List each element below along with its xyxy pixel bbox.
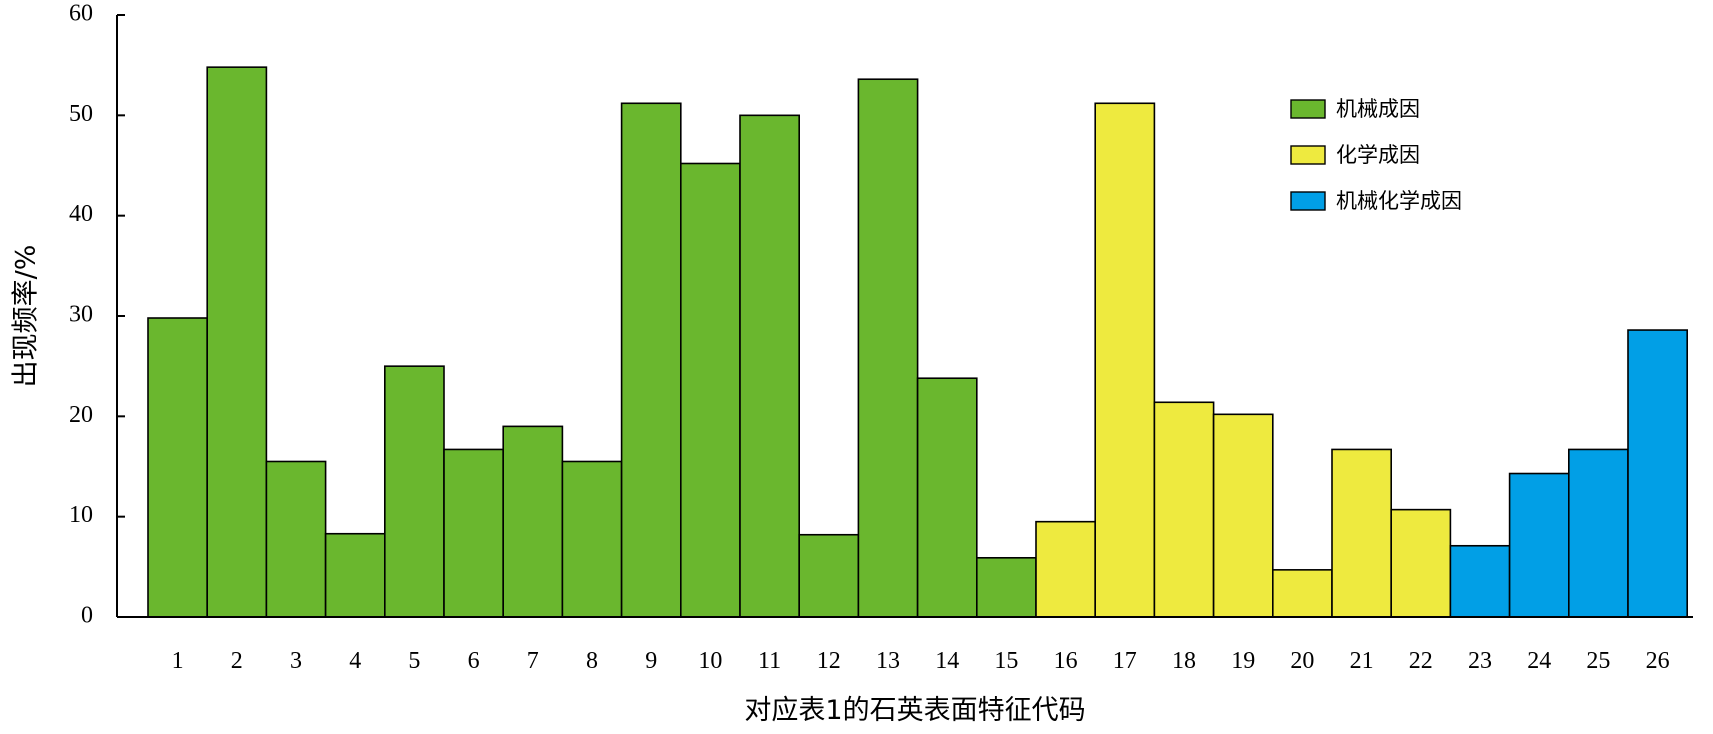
x-tick-label: 23 bbox=[1468, 648, 1492, 674]
x-ticks: 1 2 3 4 5 6 7 8 9 10 11 12 13 14 15 16 17 18 19 20 21 22 23 24 2… bbox=[172, 648, 1670, 674]
bar-22 bbox=[1390, 508, 1452, 618]
bar-14 bbox=[916, 377, 978, 618]
y-axis-title: 出现频率/% bbox=[11, 245, 42, 388]
bar-8 bbox=[561, 460, 623, 618]
x-tick-label: 17 bbox=[1113, 648, 1137, 674]
legend-label: 机械成因 bbox=[1336, 97, 1420, 121]
y-ticks: 0 10 20 30 40 50 60 bbox=[69, 1, 125, 629]
legend-swatch bbox=[1290, 99, 1326, 119]
x-tick-label: 21 bbox=[1350, 648, 1374, 674]
x-tick-label: 26 bbox=[1646, 648, 1670, 674]
bar-24 bbox=[1508, 472, 1570, 618]
bar-12 bbox=[798, 533, 860, 618]
bar-19 bbox=[1212, 413, 1274, 618]
x-tick-label: 22 bbox=[1409, 648, 1433, 674]
bars bbox=[147, 66, 1689, 618]
bar-7 bbox=[502, 425, 564, 618]
x-tick-label: 1 bbox=[172, 648, 184, 674]
y-tick-label: 0 bbox=[81, 603, 93, 629]
bar-15 bbox=[975, 556, 1037, 618]
bar-9 bbox=[620, 102, 682, 618]
x-tick-label: 19 bbox=[1231, 648, 1255, 674]
bar-6 bbox=[443, 448, 505, 618]
x-tick-label: 15 bbox=[994, 648, 1018, 674]
x-tick-label: 8 bbox=[586, 648, 598, 674]
x-tick-label: 16 bbox=[1054, 648, 1078, 674]
bar-3 bbox=[265, 460, 327, 618]
bar-2 bbox=[206, 66, 268, 618]
x-tick-label: 13 bbox=[876, 648, 900, 674]
bar-25 bbox=[1568, 448, 1629, 618]
x-tick-label: 20 bbox=[1290, 648, 1314, 674]
x-tick-label: 24 bbox=[1527, 648, 1551, 674]
bar-5 bbox=[383, 365, 445, 618]
bar-11 bbox=[739, 114, 801, 618]
y-tick-label: 60 bbox=[69, 1, 93, 27]
bar-16 bbox=[1035, 520, 1097, 618]
x-tick-label: 11 bbox=[758, 648, 781, 674]
x-tick-label: 9 bbox=[645, 648, 657, 674]
x-tick-label: 10 bbox=[698, 648, 722, 674]
bar-13 bbox=[857, 78, 919, 618]
x-tick-label: 2 bbox=[231, 648, 243, 674]
x-axis-title: 对应表1的石英表面特征代码 bbox=[744, 695, 1085, 726]
legend-swatch bbox=[1290, 191, 1326, 211]
x-tick-label: 7 bbox=[527, 648, 539, 674]
x-tick-label: 4 bbox=[349, 648, 361, 674]
x-tick-label: 5 bbox=[408, 648, 420, 674]
bar-10 bbox=[679, 162, 741, 618]
bar-21 bbox=[1331, 448, 1393, 618]
bar-26 bbox=[1627, 329, 1689, 618]
bar-18 bbox=[1153, 401, 1215, 618]
y-tick-label: 50 bbox=[69, 101, 93, 127]
y-tick-label: 40 bbox=[69, 201, 93, 227]
bar-17 bbox=[1094, 102, 1156, 618]
legend-label: 机械化学成因 bbox=[1336, 189, 1462, 213]
x-tick-label: 12 bbox=[817, 648, 841, 674]
x-tick-label: 3 bbox=[290, 648, 302, 674]
bar-4 bbox=[324, 532, 386, 618]
legend-swatch bbox=[1290, 145, 1326, 165]
y-tick-label: 20 bbox=[69, 402, 93, 428]
y-tick-label: 30 bbox=[69, 302, 93, 328]
y-tick-label: 10 bbox=[69, 502, 93, 528]
legend-label: 化学成因 bbox=[1336, 143, 1420, 167]
bar-20 bbox=[1272, 569, 1333, 618]
x-tick-label: 18 bbox=[1172, 648, 1196, 674]
bar-23 bbox=[1449, 544, 1511, 618]
x-tick-label: 25 bbox=[1586, 648, 1610, 674]
x-tick-label: 6 bbox=[468, 648, 480, 674]
x-tick-label: 14 bbox=[935, 648, 959, 674]
bar-1 bbox=[147, 317, 209, 618]
